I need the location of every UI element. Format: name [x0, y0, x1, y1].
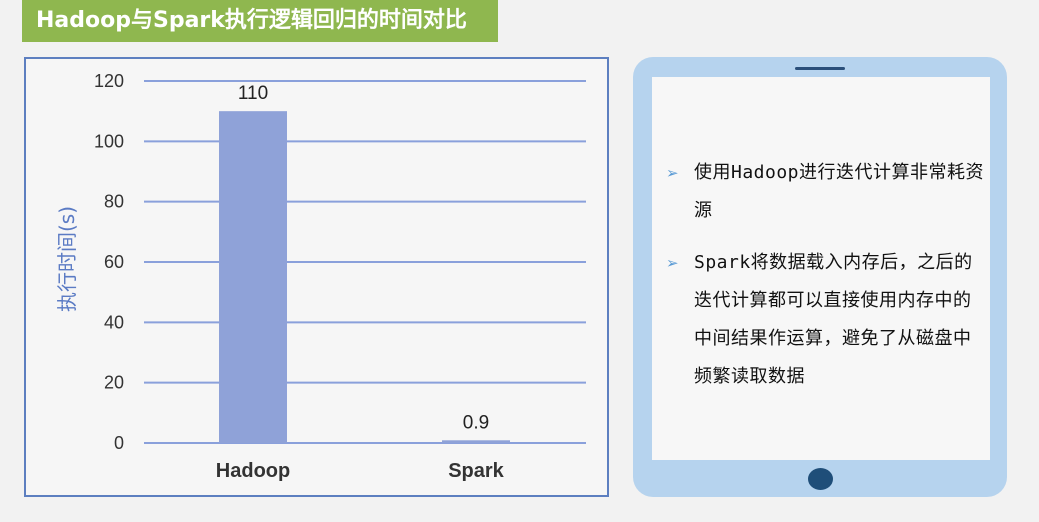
slide-title: Hadoop与Spark执行逻辑回归的时间对比	[22, 0, 498, 42]
bar-spark	[442, 440, 510, 443]
bar-hadoop	[219, 111, 287, 443]
bullet-item-spark: ➢ Spark将数据载入内存后，之后的迭代计算都可以直接使用内存中的中间结果作运…	[666, 244, 986, 396]
triangle-bullet-icon: ➢	[666, 254, 679, 272]
y-tick-label: 100	[94, 131, 124, 151]
x-tick-label: Hadoop	[216, 460, 290, 482]
bullet-text: Spark将数据载入内存后，之后的迭代计算都可以直接使用内存中的中间结果作运算，…	[694, 252, 973, 387]
bar-chart: 0 20 40 60 80 100 120 执行时间(s) 110 Hadoop 0.9 Spark	[24, 57, 609, 497]
y-tick-label: 120	[94, 71, 124, 91]
y-axis-label: 执行时间(s)	[55, 206, 79, 312]
tablet-speaker	[795, 67, 845, 70]
y-tick-label: 80	[104, 192, 124, 212]
y-tick-label: 20	[104, 373, 124, 393]
bullet-item-hadoop: ➢ 使用Hadoop进行迭代计算非常耗资源	[666, 154, 986, 230]
home-button-icon	[808, 468, 833, 490]
y-tick-label: 40	[104, 312, 124, 332]
bar-chart-svg: 0 20 40 60 80 100 120 执行时间(s) 110 Hadoop 0.9 Spark	[55, 71, 586, 482]
x-tick-label: Spark	[448, 460, 504, 482]
data-label: 0.9	[463, 412, 489, 433]
bullet-list: ➢ 使用Hadoop进行迭代计算非常耗资源 ➢ Spark将数据载入内存后，之后…	[666, 154, 986, 410]
triangle-bullet-icon: ➢	[666, 164, 679, 182]
y-tick-label: 60	[104, 252, 124, 272]
y-tick-label: 0	[114, 433, 124, 453]
tablet-screen: ➢ 使用Hadoop进行迭代计算非常耗资源 ➢ Spark将数据载入内存后，之后…	[652, 77, 990, 460]
bullet-text: 使用Hadoop进行迭代计算非常耗资源	[694, 162, 985, 221]
data-label: 110	[238, 83, 268, 104]
tablet-illustration: ➢ 使用Hadoop进行迭代计算非常耗资源 ➢ Spark将数据载入内存后，之后…	[633, 57, 1007, 497]
